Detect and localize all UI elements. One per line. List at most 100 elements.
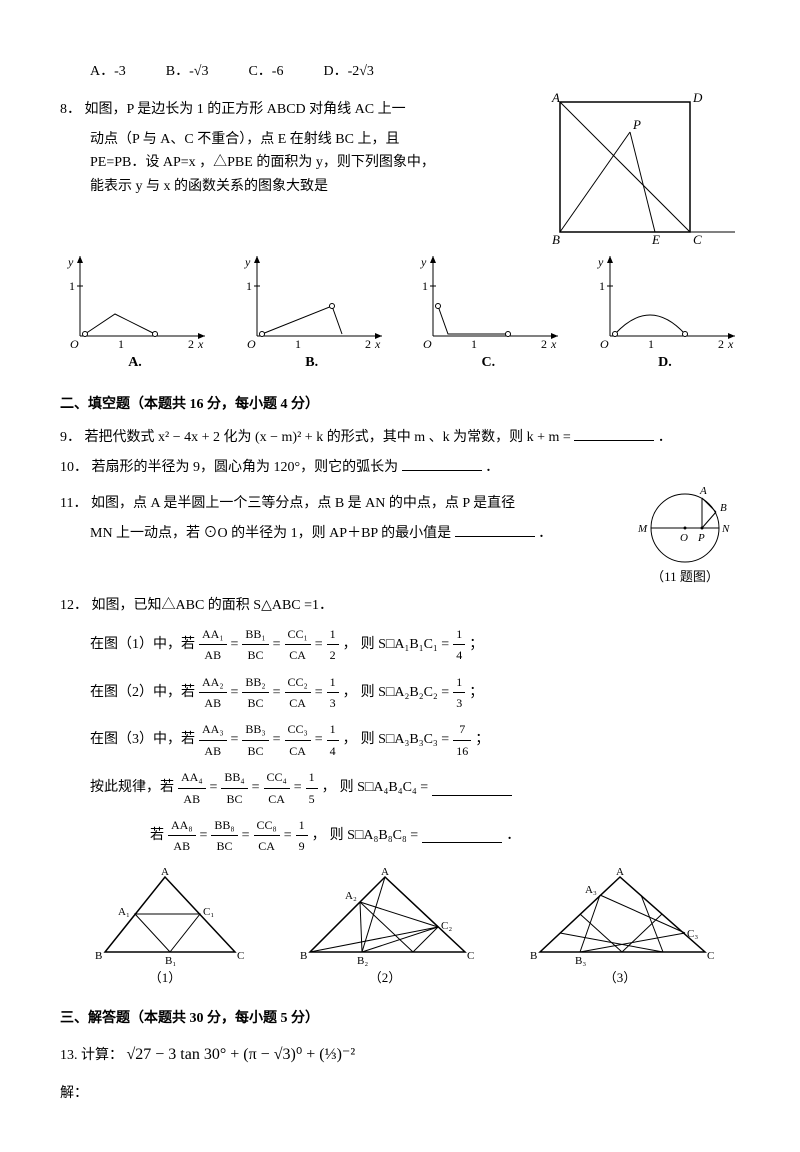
q12-row1: 在图（1）中，若 AA₁AB = BB₁BC = CC₁CA = 12 ， 则 … — [90, 624, 740, 666]
svg-text:C: C — [693, 232, 702, 247]
q12-row4: 按此规律，若 AA₄AB = BB₄BC = CC₄CA = 15 ， 则 S□… — [90, 767, 740, 809]
q8-num: 8． — [60, 102, 81, 117]
svg-text:2: 2 — [188, 337, 194, 351]
choice-c: y 1 1 2 x O C. — [413, 251, 563, 375]
q12-r2-b: 则 S□A₂B₂C₂ = — [361, 681, 450, 705]
answer-label: 解： — [60, 1082, 740, 1106]
q12-r3-b: 则 S□A₃B₃C₃ = — [361, 728, 450, 752]
q12-r2-a: 在图（2）中，若 — [90, 681, 195, 705]
q11-blank — [455, 522, 535, 537]
svg-text:y: y — [67, 255, 74, 269]
q11-caption: （11 题图） — [630, 566, 740, 588]
q8-choices: y 1 1 2 x O A. y 1 1 2 x O B. — [60, 251, 740, 375]
question-11: 11． 如图，点 A 是半圆上一个三等分点，点 B 是 AN 的中点，点 P 是… — [60, 486, 740, 588]
svg-text:y: y — [244, 255, 251, 269]
choice-b-label: B. — [237, 351, 387, 375]
svg-text:E: E — [651, 232, 660, 247]
svg-text:y: y — [597, 255, 604, 269]
svg-text:B₃: B₃ — [575, 955, 586, 967]
svg-text:C: C — [237, 950, 244, 962]
choice-b: y 1 1 2 x O B. — [237, 251, 387, 375]
svg-text:B: B — [552, 232, 560, 247]
q9-num: 9． — [60, 430, 81, 445]
q10-end: ． — [485, 460, 499, 475]
svg-text:2: 2 — [541, 337, 547, 351]
question-9: 9． 若把代数式 x² − 4x + 2 化为 (x − m)² + k 的形式… — [60, 426, 740, 450]
choice-d-label: D. — [590, 351, 740, 375]
svg-text:O: O — [680, 532, 688, 544]
q12-r4-a: 按此规律，若 — [90, 776, 174, 800]
q8-l1: 如图，P 是边长为 1 的正方形 ABCD 对角线 AC 上一 — [85, 102, 406, 117]
svg-text:A: A — [616, 867, 624, 878]
svg-text:A₂: A₂ — [345, 890, 357, 902]
svg-text:A: A — [381, 867, 389, 878]
q12-r5-a: 若 — [150, 824, 164, 848]
q12-num: 12． — [60, 598, 88, 613]
svg-text:A₁: A₁ — [118, 906, 130, 918]
svg-text:D: D — [692, 92, 703, 105]
svg-text:A: A — [699, 486, 707, 497]
svg-text:A₃: A₃ — [585, 884, 597, 896]
q8-l3: PE=PB．设 AP=x ，△PBE 的面积为 y，则下列图象中， — [90, 151, 540, 175]
svg-text:1: 1 — [422, 279, 428, 293]
svg-text:C: C — [467, 950, 474, 962]
q11-figure: A B M N O P （11 题图） — [630, 486, 740, 588]
svg-text:C₂: C₂ — [441, 920, 452, 932]
q12-cap2: （2） — [295, 967, 475, 989]
svg-text:B: B — [720, 502, 727, 514]
q11-l2: MN 上一动点，若 ⊙O 的半径为 1，则 AP＋BP 的最小值是 — [90, 526, 451, 541]
q8-l4: 能表示 y 与 x 的函数关系的图象大致是 — [90, 175, 540, 199]
svg-text:B₂: B₂ — [357, 955, 368, 967]
svg-text:A: A — [551, 92, 560, 105]
svg-text:x: x — [197, 337, 204, 351]
svg-text:O: O — [600, 337, 609, 351]
svg-text:O: O — [70, 337, 79, 351]
svg-text:1: 1 — [471, 337, 477, 351]
q12-r1-a: 在图（1）中，若 — [90, 633, 195, 657]
svg-text:B: B — [300, 950, 307, 962]
question-13: 13. 计算： √27 − 3 tan 30° + (π − √3)⁰ + (⅓… — [60, 1041, 740, 1068]
svg-text:P: P — [632, 117, 641, 132]
q11-num: 11． — [60, 496, 87, 511]
svg-text:x: x — [374, 337, 381, 351]
q12-r3-a: 在图（3）中，若 — [90, 728, 195, 752]
q10-text: 若扇形的半径为 9，圆心角为 120°，则它的弧长为 — [92, 460, 399, 475]
opt-c: C．-6 — [248, 60, 283, 84]
svg-text:C₃: C₃ — [687, 928, 698, 940]
svg-text:P: P — [697, 532, 705, 544]
svg-text:x: x — [727, 337, 734, 351]
svg-text:O: O — [423, 337, 432, 351]
q12-blank2 — [422, 828, 502, 843]
opt-d: D．-2√3 — [323, 60, 373, 84]
svg-text:A: A — [161, 867, 169, 878]
q13-pre: 计算： — [81, 1048, 123, 1063]
svg-text:1: 1 — [118, 337, 124, 351]
q12-fig1: A B C A₁ B₁ C₁ （1） — [85, 867, 245, 989]
svg-text:C: C — [707, 950, 714, 962]
q12-cap3: （3） — [525, 967, 715, 989]
svg-text:M: M — [637, 523, 648, 535]
section-2-title: 二、填空题（本题共 16 分，每小题 4 分） — [60, 393, 740, 417]
svg-text:1: 1 — [599, 279, 605, 293]
question-10: 10． 若扇形的半径为 9，圆心角为 120°，则它的弧长为 ． — [60, 456, 740, 480]
svg-text:1: 1 — [69, 279, 75, 293]
q12-figures: A B C A₁ B₁ C₁ （1） A B C A₂ B₂ C₂ （2） — [60, 867, 740, 989]
opt-b: B．-√3 — [166, 60, 209, 84]
question-12: 12． 如图，已知△ABC 的面积 S△ABC =1． — [60, 594, 740, 618]
svg-text:B: B — [95, 950, 102, 962]
svg-text:O: O — [247, 337, 256, 351]
q12-cap1: （1） — [85, 967, 245, 989]
svg-text:2: 2 — [718, 337, 724, 351]
q12-r4-b: 则 S□A₄B₄C₄ = — [340, 776, 429, 800]
q10-blank — [402, 456, 482, 471]
q8-l2: 动点（P 与 A、C 不重合），点 E 在射线 BC 上，且 — [90, 128, 540, 152]
svg-text:1: 1 — [648, 337, 654, 351]
q12-row5: 若 AA₈AB = BB₈BC = CC₈CA = 19 ， 则 S□A₈B₈C… — [150, 815, 740, 857]
choice-a-label: A. — [60, 351, 210, 375]
q12-row3: 在图（3）中，若 AA₃AB = BB₃BC = CC₃CA = 14 ， 则 … — [90, 719, 740, 761]
svg-text:y: y — [420, 255, 427, 269]
svg-text:B: B — [530, 950, 537, 962]
q13-expr: √27 − 3 tan 30° + (π − √3)⁰ + (⅓)⁻² — [127, 1046, 356, 1063]
q11-l1: 如图，点 A 是半圆上一个三等分点，点 B 是 AN 的中点，点 P 是直径 — [91, 496, 515, 511]
svg-text:1: 1 — [246, 279, 252, 293]
